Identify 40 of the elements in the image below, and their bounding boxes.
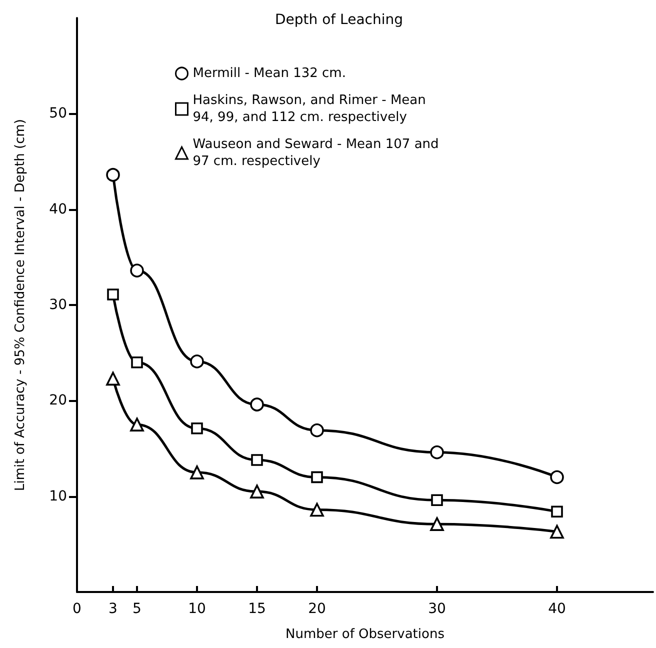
point <box>550 470 564 484</box>
x-tick-label: 3 <box>108 601 118 617</box>
y-axis-title: Limit of Accuracy - 95% Confidence Interval - Depth (cm) <box>13 118 28 492</box>
point <box>250 398 264 412</box>
point <box>191 422 203 434</box>
point <box>250 484 264 498</box>
y-tick-label: 30 <box>49 297 67 313</box>
point <box>130 418 144 432</box>
point <box>106 168 120 182</box>
point <box>190 466 204 480</box>
point <box>430 445 444 460</box>
legend-label: Wauseon and Seward - Mean 107 and 97 cm. respectively <box>192 137 439 169</box>
y-tick-label: 10 <box>49 488 67 504</box>
x-tick-label: 5 <box>132 601 142 617</box>
x-axis-title: Number of Observations <box>286 627 445 642</box>
y-tick-label: 50 <box>49 106 67 122</box>
point <box>430 517 444 531</box>
point <box>190 354 204 368</box>
x-tick-label: 10 <box>188 601 206 617</box>
point <box>310 423 324 438</box>
point <box>431 494 443 506</box>
point <box>131 356 143 368</box>
legend-label: Mermill - Mean 132 cm. <box>192 66 346 81</box>
x-tick-label: 30 <box>428 601 446 617</box>
y-tick-label: 40 <box>49 201 67 218</box>
x-tick-label: 0 <box>72 601 82 617</box>
point <box>311 471 323 484</box>
x-tick-label: 15 <box>248 601 266 617</box>
point <box>130 264 144 278</box>
x-tick-label: 40 <box>548 601 566 617</box>
point <box>251 454 263 466</box>
point <box>107 288 119 300</box>
y-tick-label: 20 <box>49 392 67 409</box>
point <box>106 372 120 386</box>
x-tick-label: 20 <box>308 601 326 617</box>
point <box>550 524 564 539</box>
legend-label: Haskins, Rawson, and Rimer - Mean 94, 99, and 112 cm. respectively <box>192 93 426 125</box>
point <box>310 502 324 517</box>
chart-title: Depth of Leaching <box>275 12 404 28</box>
point <box>551 506 563 518</box>
